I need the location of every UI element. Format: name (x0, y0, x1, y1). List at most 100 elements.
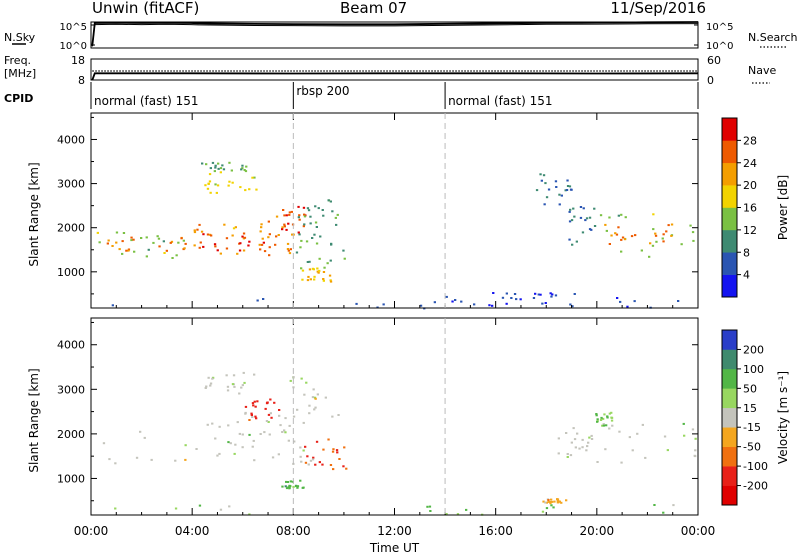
power-cell (328, 274, 332, 277)
velocity-cell (565, 499, 568, 502)
power-cell (318, 269, 321, 272)
power-cell (243, 169, 246, 171)
velocity-cell (273, 401, 276, 404)
power-cell (585, 217, 589, 220)
power-cell (535, 189, 539, 192)
velocity-cell (556, 501, 559, 504)
velocity-cell (550, 498, 553, 501)
power-cell (318, 257, 321, 260)
velocity-cell (108, 458, 111, 461)
date-title: 11/Sep/2016 (610, 0, 706, 17)
power-cell (579, 216, 583, 219)
power-cell (608, 243, 611, 245)
velocity-cell (251, 445, 254, 448)
noise-right-tick-bottom: 10^0 (706, 41, 733, 52)
velocity-cell (550, 504, 553, 507)
power-ylabel: Slant Range [km] (27, 162, 41, 266)
power-cell (223, 223, 226, 226)
velocity-colorbar-step (722, 330, 737, 350)
power-cell (451, 300, 454, 303)
power-cell (550, 295, 553, 298)
velocity-cell (299, 455, 302, 458)
cpid-segment-2: normal (fast) 151 (448, 94, 552, 108)
velocity-cell (266, 401, 269, 404)
power-cell (329, 280, 333, 283)
velocity-ytick-label: 4000 (57, 339, 85, 352)
power-cell (510, 297, 513, 299)
power-cell (306, 207, 310, 210)
velocity-heatmap-cells (102, 371, 697, 516)
velocity-cell (545, 501, 548, 504)
velocity-cell (694, 449, 697, 452)
power-cell (240, 168, 243, 171)
power-cell (242, 232, 246, 235)
power-cell (626, 305, 629, 308)
power-cell (231, 181, 234, 184)
power-cell (634, 234, 637, 237)
velocity-cell (234, 443, 237, 446)
power-cell (170, 240, 174, 243)
velocity-cell (343, 446, 346, 449)
power-cell (262, 241, 265, 244)
power-cell (568, 220, 572, 223)
velocity-cell (269, 412, 272, 415)
power-cell (287, 222, 290, 225)
power-cell (177, 241, 180, 244)
power-cell (330, 243, 333, 246)
power-cell (282, 209, 285, 211)
power-cell (554, 180, 558, 183)
power-cell (219, 171, 222, 174)
velocity-cell (335, 449, 339, 452)
velocity-cell (229, 442, 232, 445)
power-cell (540, 179, 543, 182)
power-cell (184, 242, 187, 245)
power-cell (543, 203, 546, 206)
power-cell (200, 230, 204, 233)
velocity-cell (547, 499, 550, 501)
velocity-cell (558, 500, 561, 503)
power-cell (275, 235, 278, 238)
power-cell (267, 220, 270, 223)
velocity-cell (204, 387, 207, 389)
power-cell (230, 169, 233, 172)
power-cell (582, 207, 585, 210)
velocity-cell (302, 486, 305, 489)
power-cell (670, 223, 674, 226)
power-cell (298, 214, 301, 217)
power-cell (554, 294, 558, 297)
velocity-cell (238, 392, 241, 395)
velocity-cell (602, 423, 605, 426)
power-cell (549, 292, 552, 295)
velocity-cell (242, 371, 245, 374)
velocity-cell (285, 487, 289, 490)
velocity-cell (585, 449, 588, 452)
power-cell (640, 249, 643, 252)
velocity-colorbar-tick-label: -100 (743, 460, 768, 473)
power-cell (199, 241, 202, 244)
velocity-cell (238, 432, 241, 435)
power-cell (677, 300, 680, 302)
velocity-cell (324, 396, 327, 399)
velocity-cell (610, 411, 613, 414)
velocity-cell (293, 440, 296, 443)
power-cell (382, 303, 385, 306)
velocity-cell (682, 422, 685, 425)
velocity-cell (305, 381, 308, 384)
power-cell (115, 231, 119, 234)
velocity-cell (590, 434, 593, 437)
nave-tick-top: 60 (707, 54, 721, 67)
power-cell (193, 229, 196, 232)
velocity-cell (315, 440, 319, 443)
velocity-cell (602, 417, 605, 420)
power-cell (303, 213, 306, 216)
power-cell (219, 167, 223, 170)
velocity-cell (606, 416, 609, 419)
power-cell (615, 233, 619, 236)
power-cell (260, 223, 263, 226)
power-cell (312, 268, 315, 271)
velocity-cell (211, 377, 214, 380)
velocity-cell (304, 461, 308, 464)
power-cell (593, 207, 596, 210)
power-cell (579, 206, 583, 208)
power-cell (248, 240, 251, 243)
